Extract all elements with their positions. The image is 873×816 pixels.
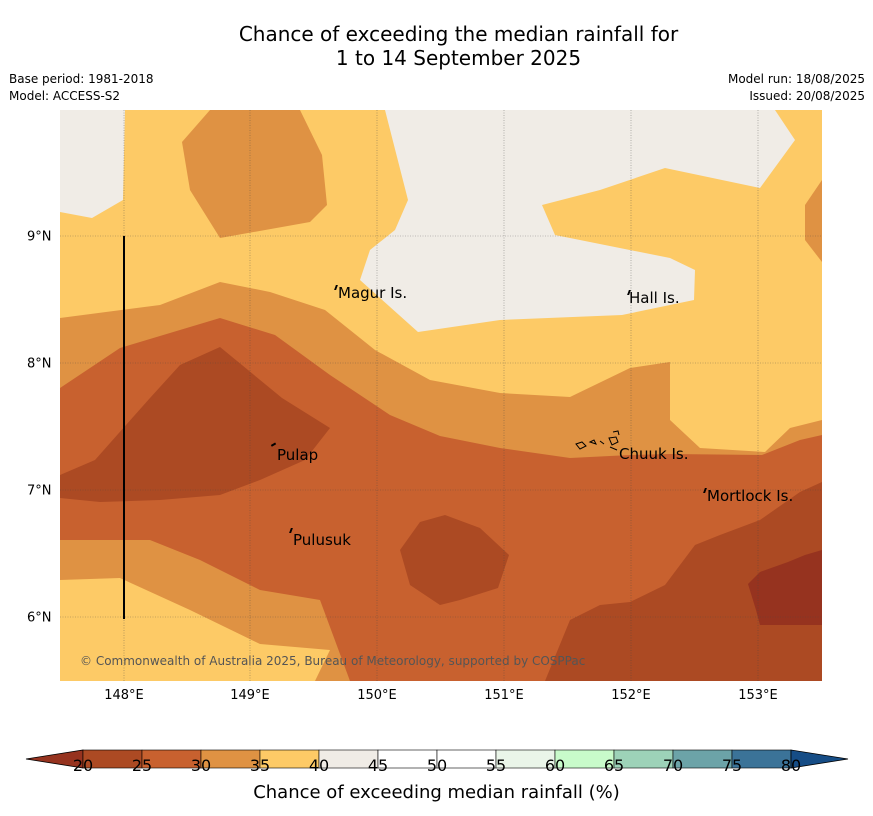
model-run: Model run: 18/08/2025 — [727, 72, 865, 86]
issued-date: Issued: 20/08/2025 — [749, 89, 865, 103]
band-40-45-north — [360, 110, 795, 332]
chuuk-island-outlines — [575, 430, 620, 451]
model-name: Model: ACCESS-S2 — [9, 89, 121, 103]
band-20-25-west — [60, 347, 330, 502]
map-title-line1: Chance of exceeding the median rainfall … — [238, 22, 679, 46]
place-label-chuuk: Chuuk Is. — [619, 445, 689, 463]
colorbar-cells — [82, 749, 792, 769]
place-label-magur: Magur Is. — [338, 284, 408, 302]
colorbar-over-arrow — [790, 749, 849, 769]
x-tick-label: 153°E — [738, 688, 778, 703]
band-35-40-south — [60, 578, 330, 681]
colorbar-tick-label: 60 — [544, 756, 566, 775]
colorbar-tick-label: 35 — [249, 756, 271, 775]
rainfall-contours — [60, 110, 822, 681]
rainfall-map — [60, 110, 822, 681]
y-tick-label: 6°N — [27, 610, 52, 626]
metadata-right: Model run: 18/08/2025 Issued: 20/08/2025 — [728, 71, 865, 105]
colorbar-tick-label: 20 — [72, 756, 94, 775]
y-tick-label: 7°N — [27, 483, 52, 499]
colorbar-tick-label: 45 — [367, 756, 389, 775]
band-20-25-center — [400, 515, 509, 605]
band-below-20 — [748, 550, 822, 625]
x-tick-label: 150°E — [357, 688, 397, 703]
base-period: Base period: 1981-2018 — [9, 72, 154, 86]
colorbar-tick-label: 80 — [780, 756, 802, 775]
x-tick-label: 148°E — [104, 688, 144, 703]
colorbar-tick-label: 30 — [190, 756, 212, 775]
place-label-pulusuk: Pulusuk — [293, 531, 351, 549]
colorbar-tick-label: 65 — [603, 756, 625, 775]
colorbar-tick-label: 40 — [308, 756, 330, 775]
copyright-notice: © Commonwealth of Australia 2025, Bureau… — [80, 654, 586, 668]
band-30-35-east — [805, 180, 822, 262]
colorbar-tick-label: 50 — [426, 756, 448, 775]
place-label-hall: Hall Is. — [629, 289, 680, 307]
colorbar — [25, 749, 849, 769]
colorbar-label: Chance of exceeding median rainfall (%) — [253, 782, 620, 803]
colorbar-tick-label: 75 — [721, 756, 743, 775]
colorbar-tick-label: 25 — [131, 756, 153, 775]
x-tick-label: 151°E — [484, 688, 524, 703]
y-tick-label: 8°N — [27, 356, 52, 372]
place-label-mortlock: Mortlock Is. — [707, 487, 794, 505]
colorbar-tick-label: 55 — [485, 756, 507, 775]
map-title: Chance of exceeding the median rainfall … — [0, 22, 873, 70]
x-tick-label: 152°E — [611, 688, 651, 703]
band-40-45-west — [60, 110, 125, 218]
y-tick-label: 9°N — [27, 229, 52, 245]
colorbar-tick-label: 70 — [662, 756, 684, 775]
map-title-line2: 1 to 14 September 2025 — [335, 46, 582, 70]
x-tick-label: 149°E — [230, 688, 270, 703]
band-30-35-north — [182, 110, 327, 238]
place-label-pulap: Pulap — [277, 446, 319, 464]
band-20-25-southeast — [545, 482, 822, 681]
metadata-left: Base period: 1981-2018 Model: ACCESS-S2 — [9, 71, 154, 105]
